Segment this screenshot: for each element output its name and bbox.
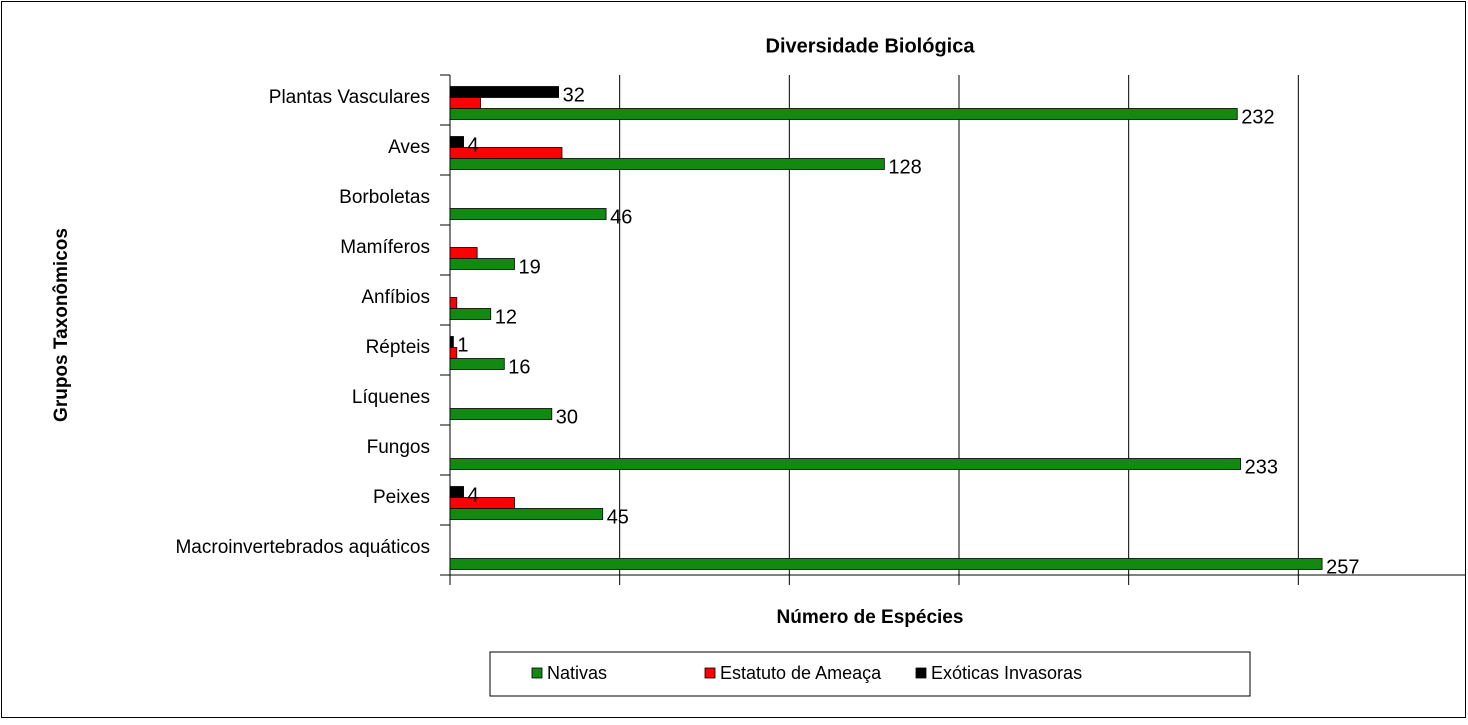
bar (449, 508, 604, 520)
y-tick-label: Peixes (373, 487, 430, 508)
y-tick-label: Fungos (367, 437, 430, 458)
bar (449, 136, 464, 148)
bar (449, 358, 505, 370)
data-label: 4 (468, 484, 479, 506)
bar (449, 86, 559, 98)
y-tick-label: Líquenes (352, 387, 430, 408)
bar (449, 347, 458, 359)
bar (449, 458, 1242, 470)
data-label: 16 (508, 356, 530, 378)
bar (449, 408, 553, 420)
data-label: 4 (468, 134, 479, 156)
y-axis-title: Grupos Taxonômicos (51, 228, 72, 422)
data-label: 12 (495, 306, 517, 328)
bar (449, 258, 515, 270)
data-label: 45 (607, 506, 629, 528)
y-tick-label: Mamíferos (340, 237, 430, 258)
data-label: 19 (518, 256, 540, 278)
legend-swatch (704, 667, 716, 679)
data-label: 32 (563, 84, 585, 106)
y-tick-label: Macroinvertebrados aquáticos (175, 537, 430, 558)
data-label: 233 (1245, 456, 1278, 478)
data-label: 1 (457, 334, 468, 356)
data-label: 232 (1241, 106, 1274, 128)
y-tick-label: Anfíbios (361, 287, 430, 308)
legend-swatch (531, 667, 543, 679)
y-tick-label: Borboletas (339, 187, 430, 208)
bar (449, 486, 464, 498)
data-label: 46 (610, 206, 632, 228)
bar (449, 97, 481, 109)
data-label: 257 (1326, 556, 1359, 578)
bar (449, 497, 515, 509)
bar (449, 308, 492, 320)
legend-label: Estatuto de Ameaça (720, 663, 882, 683)
bar (449, 297, 458, 309)
y-tick-label: Répteis (366, 337, 430, 358)
bar (449, 336, 454, 348)
legend-label: Nativas (547, 663, 607, 683)
bar (449, 208, 607, 220)
y-tick-label: Plantas Vasculares (269, 87, 430, 108)
legend-swatch (915, 667, 927, 679)
legend-label: Exóticas Invasoras (931, 663, 1082, 683)
data-label: 30 (556, 406, 578, 428)
y-tick-label: Aves (388, 137, 430, 158)
chart-title: Diversidade Biológica (766, 35, 976, 57)
bar (449, 108, 1238, 120)
legend-box (489, 651, 1251, 697)
x-axis-title: Número de Espécies (777, 607, 964, 628)
bar (449, 158, 885, 170)
bar (449, 558, 1323, 570)
bar (449, 147, 563, 159)
bar (449, 247, 478, 259)
data-label: 128 (888, 156, 921, 178)
